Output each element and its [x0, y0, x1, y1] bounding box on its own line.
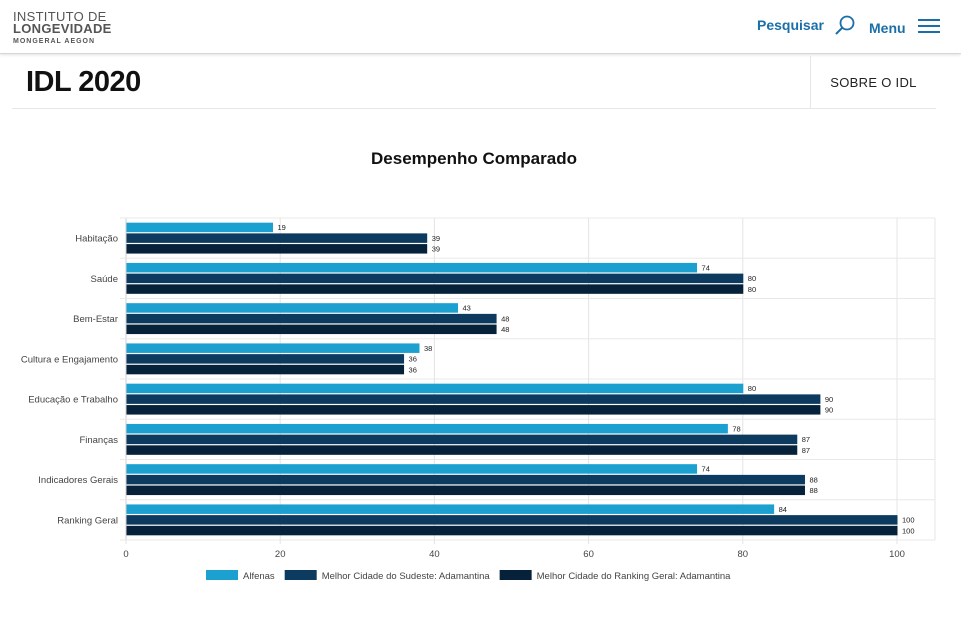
- legend-swatch: [206, 570, 238, 580]
- menu-label: Menu: [869, 20, 906, 36]
- x-tick-label: 40: [429, 549, 440, 560]
- bar: [126, 504, 775, 514]
- category-label: Indicadores Gerais: [38, 475, 118, 486]
- logo-line1: INSTITUTO DE: [13, 9, 107, 24]
- bar: [126, 423, 728, 434]
- chart-title: Desempenho Comparado: [371, 149, 577, 168]
- bar-value-label: 80: [748, 274, 756, 283]
- institute-logo[interactable]: INSTITUTO DE LONGEVIDADE MONGERAL AEGON: [13, 9, 112, 45]
- search-label: Pesquisar: [757, 17, 824, 33]
- bar: [126, 394, 821, 404]
- x-tick-label: 60: [583, 549, 594, 560]
- x-tick-label: 100: [889, 549, 905, 560]
- bar: [126, 244, 428, 254]
- x-tick-label: 80: [738, 549, 749, 560]
- search-button[interactable]: Pesquisar: [757, 14, 856, 36]
- bar-value-label: 39: [432, 245, 440, 254]
- bar-value-label: 88: [809, 475, 817, 484]
- bar-value-label: 36: [409, 365, 417, 374]
- hamburger-icon: [917, 19, 940, 33]
- bar: [126, 273, 744, 284]
- legend-swatch: [284, 570, 317, 580]
- bar-value-label: 74: [702, 263, 710, 272]
- menu-button[interactable]: Menu: [869, 16, 940, 36]
- category-label: Finanças: [79, 435, 118, 446]
- bar: [126, 364, 405, 375]
- category-label: Cultura e Engajamento: [21, 354, 118, 365]
- bar: [126, 222, 273, 233]
- bar: [126, 313, 497, 324]
- legend-label: Alfenas: [243, 571, 275, 582]
- category-label: Habitação: [75, 234, 118, 245]
- x-tick-label: 0: [123, 549, 128, 560]
- bar-value-label: 48: [501, 325, 509, 334]
- category-label: Bem-Estar: [73, 314, 118, 325]
- bar-value-label: 100: [902, 526, 915, 535]
- bar: [126, 303, 459, 313]
- bar-value-label: 43: [463, 304, 471, 313]
- bar-value-label: 88: [809, 486, 817, 495]
- bar: [126, 233, 428, 243]
- top-navbar: INSTITUTO DE LONGEVIDADE MONGERAL AEGON …: [0, 0, 961, 54]
- x-tick-label: 20: [275, 549, 286, 560]
- category-label: Saúde: [91, 274, 118, 285]
- page-title: IDL 2020: [26, 66, 141, 98]
- logo-line2: LONGEVIDADE: [13, 21, 112, 36]
- bar: [126, 515, 898, 525]
- bar-value-label: 38: [424, 344, 432, 353]
- page-titlebar: IDL 2020 SOBRE O IDL: [12, 56, 936, 109]
- bar-value-label: 80: [748, 384, 756, 393]
- category-label: Ranking Geral: [57, 515, 118, 526]
- bar: [126, 383, 744, 394]
- bar-value-label: 74: [702, 465, 710, 474]
- bar: [126, 262, 698, 273]
- bar-value-label: 48: [501, 314, 509, 323]
- bar-value-label: 39: [432, 234, 440, 243]
- chart-container: Desempenho Comparado 0 20 40 60 80 100 Habitaçã…: [0, 130, 961, 600]
- legend-label: Melhor Cidade do Ranking Geral: Adamanti…: [537, 571, 732, 582]
- bar: [126, 464, 698, 474]
- comparison-bar-chart: Desempenho Comparado 0 20 40 60 80 100 Habitaçã…: [21, 149, 936, 582]
- bar-value-label: 87: [802, 446, 810, 455]
- bar-value-label: 90: [825, 406, 833, 415]
- legend-label: Melhor Cidade do Sudeste: Adamantina: [322, 571, 491, 582]
- bar: [126, 445, 798, 455]
- bar: [126, 434, 798, 445]
- bar-value-label: 84: [779, 505, 787, 514]
- bar: [126, 525, 898, 536]
- bar: [126, 405, 821, 415]
- bar-value-label: 90: [825, 395, 833, 404]
- bar-value-label: 80: [748, 285, 756, 294]
- search-icon: [835, 15, 855, 35]
- bar: [126, 284, 744, 294]
- legend-swatch: [499, 570, 532, 580]
- bar-value-label: 19: [277, 223, 285, 232]
- sobre-o-idl-link[interactable]: SOBRE O IDL: [810, 56, 936, 109]
- category-label: Educação e Trabalho: [28, 395, 118, 406]
- bar-value-label: 100: [902, 516, 915, 525]
- bar: [126, 343, 420, 353]
- bar: [126, 354, 405, 364]
- bar-value-label: 78: [732, 424, 740, 433]
- bar-value-label: 87: [802, 435, 810, 444]
- bar: [126, 324, 497, 335]
- bar-value-label: 36: [409, 355, 417, 364]
- logo-line3: MONGERAL AEGON: [13, 38, 96, 45]
- bar: [126, 474, 805, 485]
- bar: [126, 485, 805, 496]
